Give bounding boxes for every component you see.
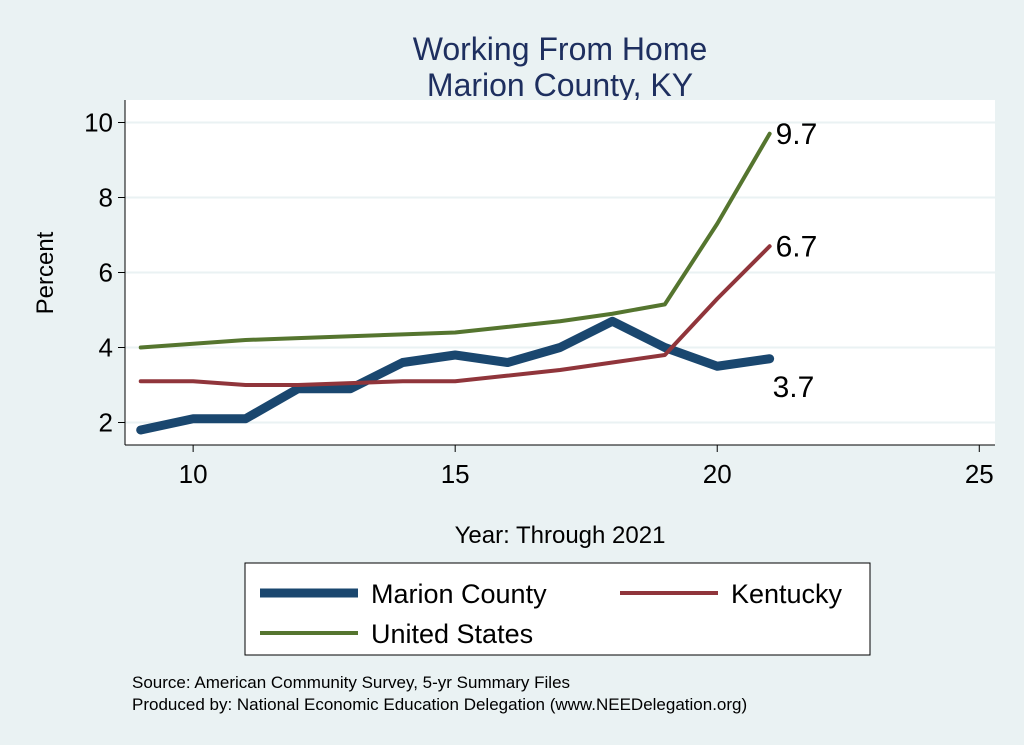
x-tick-label: 10 xyxy=(179,459,208,489)
end-label: 9.7 xyxy=(776,118,818,151)
x-tick-label: 25 xyxy=(965,459,994,489)
y-axis-label: Percent xyxy=(32,231,59,314)
end-label: 3.7 xyxy=(773,371,815,404)
end-label: 6.7 xyxy=(776,230,818,263)
y-tick-label: 4 xyxy=(99,333,113,363)
x-tick-label: 20 xyxy=(703,459,732,489)
chart-subtitle: Marion County, KY xyxy=(427,67,693,103)
y-tick-label: 10 xyxy=(84,108,113,138)
legend-label: United States xyxy=(371,619,533,649)
y-tick-label: 8 xyxy=(99,183,113,213)
series-line-united-states xyxy=(138,131,772,350)
y-tick-label: 2 xyxy=(99,408,113,438)
producer-note: Produced by: National Economic Education… xyxy=(132,695,747,714)
x-tick-label: 15 xyxy=(441,459,470,489)
x-axis-label: Year: Through 2021 xyxy=(455,522,666,549)
legend xyxy=(244,562,871,656)
legend-label: Marion County xyxy=(371,579,547,609)
series-line-kentucky xyxy=(138,244,772,387)
series-line-marion-county xyxy=(136,316,775,435)
y-tick-label: 6 xyxy=(99,258,113,288)
chart-title: Working From Home xyxy=(413,31,708,67)
source-note: Source: American Community Survey, 5-yr … xyxy=(132,673,570,692)
legend-label: Kentucky xyxy=(731,579,843,609)
